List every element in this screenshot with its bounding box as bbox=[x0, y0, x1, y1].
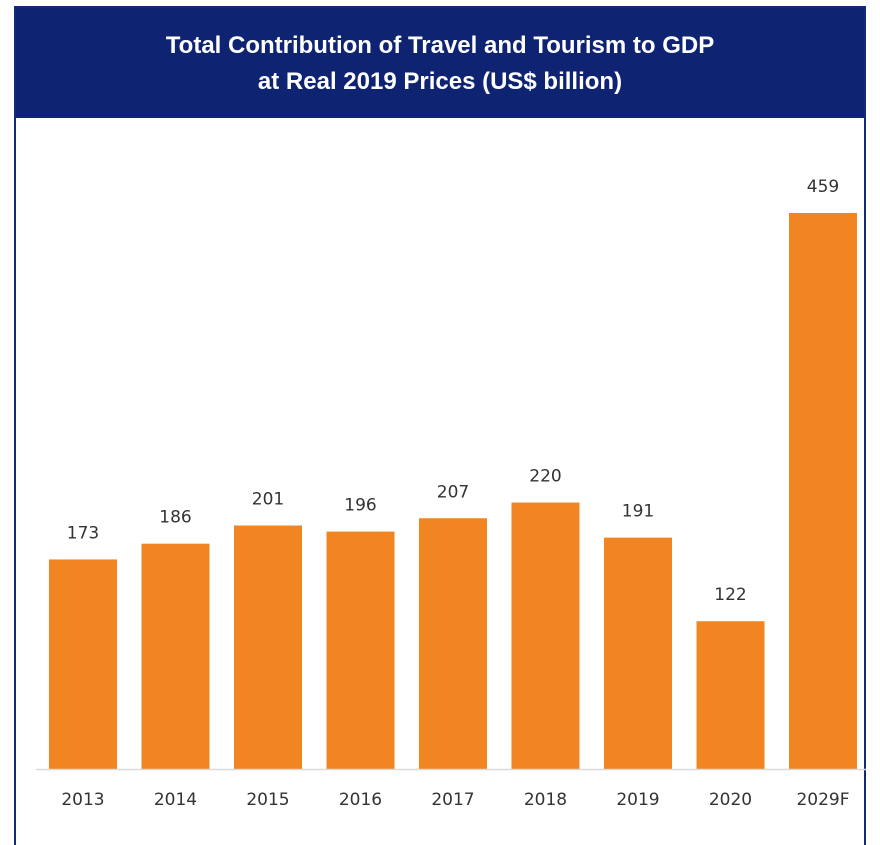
x-tick-label-2029F: 2029F bbox=[796, 790, 849, 810]
bars-group bbox=[49, 213, 857, 769]
chart-title-line-1: Total Contribution of Travel and Tourism… bbox=[165, 32, 715, 59]
value-label-2013: 173 bbox=[67, 523, 99, 543]
value-labels-group: 173 186 201 196 207 220 191 122 459 bbox=[67, 177, 839, 605]
chart-header: Total Contribution of Travel and Tourism… bbox=[16, 8, 864, 118]
x-tick-label-2019: 2019 bbox=[616, 790, 659, 810]
x-tick-labels-group: 2013 2014 2015 2016 2017 2018 2019 2020 2029F bbox=[61, 790, 849, 810]
bar-2014 bbox=[141, 543, 210, 769]
value-label-2016: 196 bbox=[344, 496, 376, 516]
value-label-2020: 122 bbox=[714, 585, 746, 605]
bar-2017 bbox=[419, 518, 487, 769]
value-label-2014: 186 bbox=[159, 508, 191, 528]
chart-title-line-2: at Real 2019 Prices (US$ billion) bbox=[257, 68, 623, 95]
bar-2029F bbox=[789, 213, 857, 769]
value-label-2019: 191 bbox=[622, 502, 654, 522]
x-tick-label-2018: 2018 bbox=[524, 790, 567, 810]
x-tick-label-2013: 2013 bbox=[61, 790, 104, 810]
value-label-2017: 207 bbox=[437, 482, 469, 502]
bar-2019 bbox=[604, 537, 672, 769]
x-tick-label-2015: 2015 bbox=[246, 790, 289, 810]
value-label-2029F: 459 bbox=[807, 177, 839, 197]
x-tick-label-2020: 2020 bbox=[709, 790, 752, 810]
bar-2015 bbox=[234, 525, 302, 769]
x-tick-label-2017: 2017 bbox=[431, 790, 474, 810]
bar-2013 bbox=[49, 559, 117, 769]
x-tick-label-2014: 2014 bbox=[154, 790, 197, 810]
bar-2020 bbox=[696, 621, 765, 769]
x-tick-label-2016: 2016 bbox=[339, 790, 382, 810]
bar-2018 bbox=[511, 502, 580, 769]
value-label-2015: 201 bbox=[252, 490, 284, 510]
bar-2016 bbox=[326, 531, 395, 769]
value-label-2018: 220 bbox=[529, 467, 561, 487]
